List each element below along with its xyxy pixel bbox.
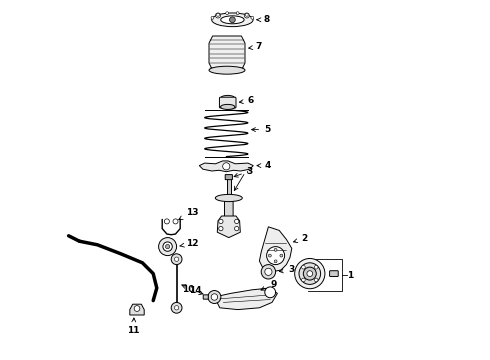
Text: 2: 2 [294, 234, 307, 243]
Circle shape [226, 12, 229, 15]
Circle shape [163, 242, 172, 251]
Polygon shape [259, 227, 292, 272]
Circle shape [302, 278, 305, 282]
Polygon shape [130, 304, 144, 315]
Text: 12: 12 [180, 239, 198, 248]
Text: 3: 3 [234, 166, 253, 177]
Circle shape [208, 291, 221, 303]
Circle shape [174, 306, 179, 310]
Circle shape [211, 294, 218, 300]
Ellipse shape [209, 66, 245, 74]
Text: 6: 6 [239, 96, 254, 105]
Circle shape [236, 12, 239, 15]
Circle shape [265, 268, 272, 275]
Circle shape [261, 265, 275, 279]
Circle shape [222, 163, 230, 170]
Text: 4: 4 [257, 161, 270, 170]
Text: 14: 14 [182, 285, 202, 295]
Circle shape [274, 248, 277, 251]
Circle shape [134, 306, 140, 311]
Circle shape [166, 244, 170, 249]
Circle shape [173, 219, 178, 224]
Circle shape [307, 271, 313, 276]
Circle shape [211, 16, 214, 19]
Circle shape [280, 254, 283, 257]
Text: 3: 3 [279, 266, 294, 275]
Circle shape [217, 13, 220, 16]
Circle shape [274, 260, 277, 263]
Text: 13: 13 [179, 208, 198, 220]
Circle shape [219, 226, 223, 231]
Circle shape [219, 219, 223, 224]
Circle shape [315, 278, 318, 282]
Circle shape [174, 257, 179, 261]
Polygon shape [209, 36, 245, 70]
Text: 10: 10 [182, 285, 203, 295]
Text: 1: 1 [347, 271, 353, 280]
Circle shape [216, 13, 220, 18]
Circle shape [235, 226, 239, 231]
Circle shape [245, 13, 248, 16]
Circle shape [159, 238, 176, 256]
Circle shape [302, 265, 305, 269]
Polygon shape [217, 216, 240, 238]
Circle shape [245, 13, 249, 18]
Ellipse shape [220, 16, 244, 24]
Circle shape [269, 254, 271, 257]
FancyBboxPatch shape [225, 175, 232, 180]
Circle shape [235, 219, 239, 224]
Circle shape [229, 17, 235, 23]
Ellipse shape [215, 194, 242, 202]
Circle shape [164, 219, 170, 224]
Ellipse shape [220, 104, 235, 109]
Text: 5: 5 [251, 125, 270, 134]
Text: 8: 8 [257, 15, 269, 24]
FancyBboxPatch shape [224, 200, 233, 226]
Text: 9: 9 [261, 280, 276, 290]
Text: 11: 11 [127, 318, 140, 335]
Circle shape [299, 263, 320, 284]
Circle shape [267, 247, 285, 265]
Polygon shape [199, 161, 253, 172]
Circle shape [303, 267, 316, 280]
Circle shape [294, 258, 325, 289]
Circle shape [251, 16, 254, 19]
Ellipse shape [220, 95, 235, 101]
Polygon shape [215, 288, 277, 310]
FancyBboxPatch shape [220, 97, 236, 108]
Circle shape [171, 254, 182, 265]
FancyBboxPatch shape [227, 176, 231, 196]
Circle shape [171, 302, 182, 313]
Circle shape [265, 287, 275, 298]
Ellipse shape [212, 13, 253, 27]
Text: 7: 7 [249, 42, 262, 51]
FancyBboxPatch shape [330, 271, 338, 276]
FancyBboxPatch shape [203, 295, 208, 299]
Circle shape [315, 265, 318, 269]
